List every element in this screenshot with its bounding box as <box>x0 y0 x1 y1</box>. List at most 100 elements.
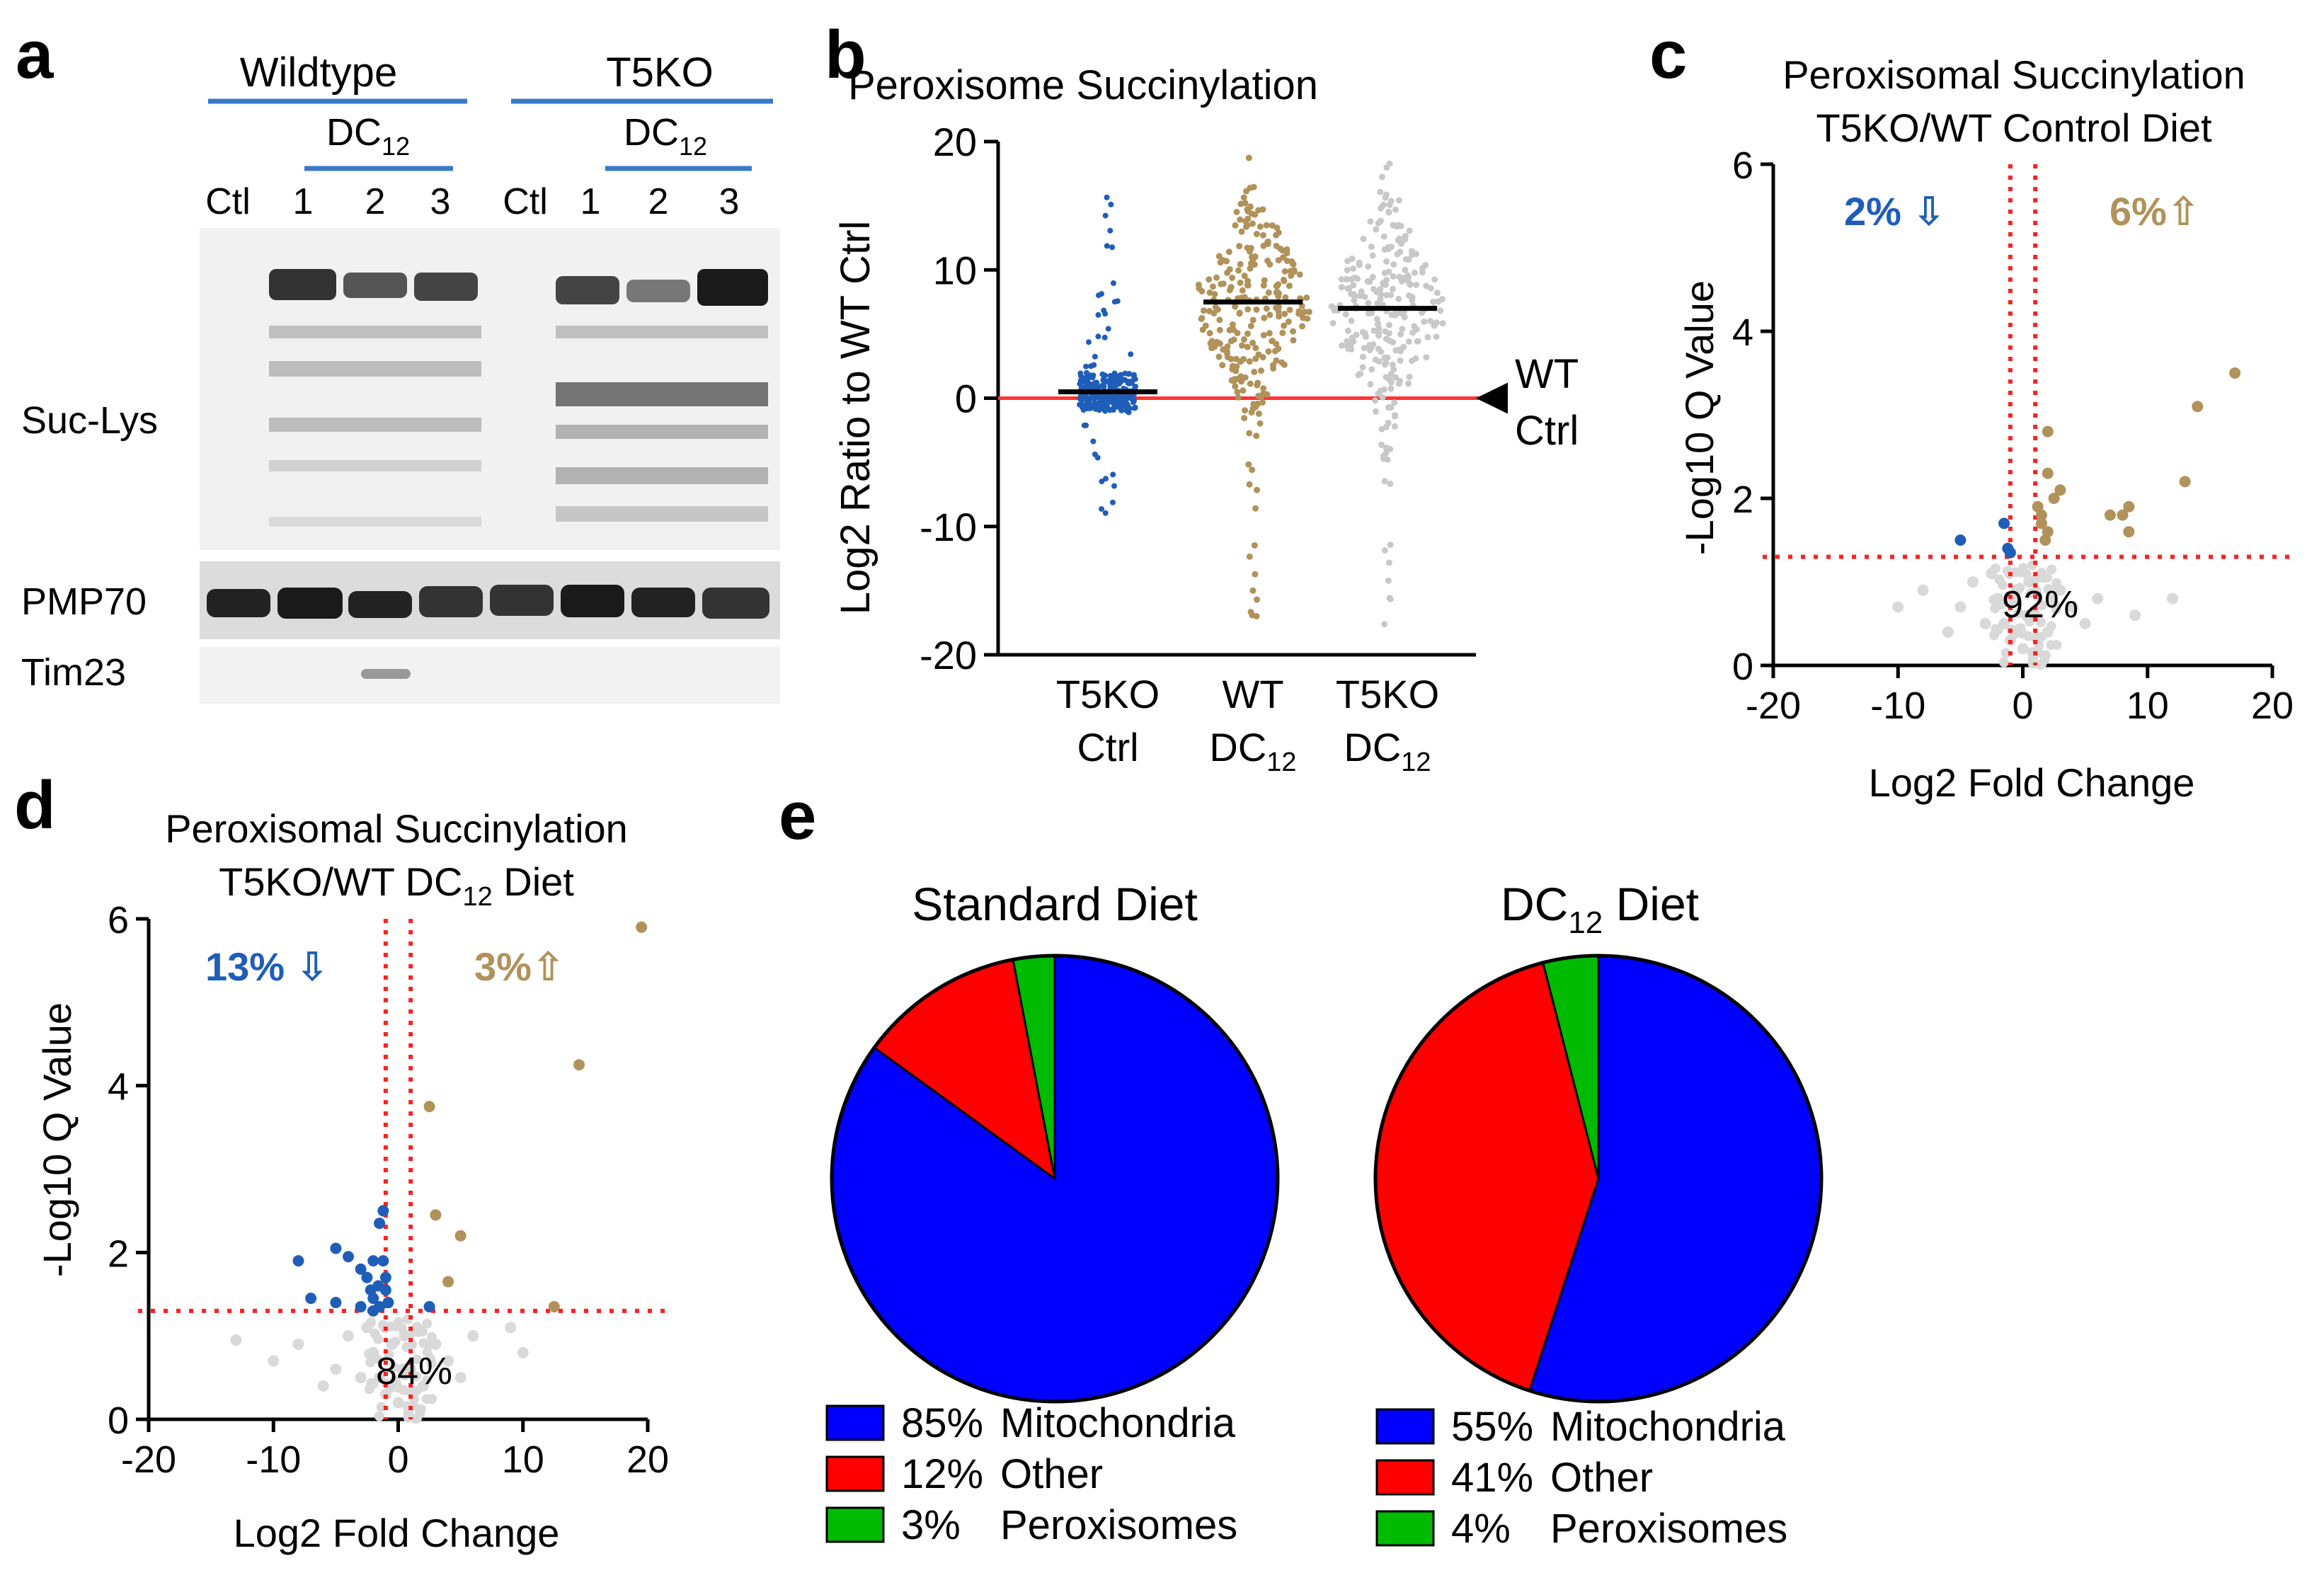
data-point <box>1107 227 1114 234</box>
volcano-xtick-label: -20 <box>121 1438 176 1481</box>
data-point <box>1251 368 1258 375</box>
volcano-xtick-label: 0 <box>387 1438 408 1481</box>
volcano-ytick-label: 4 <box>1732 311 1753 354</box>
data-point <box>1387 480 1394 487</box>
treatment-label-wt: DC12 <box>326 111 410 161</box>
ns-point <box>416 1404 426 1414</box>
data-point <box>1200 307 1207 314</box>
data-point <box>1339 342 1346 349</box>
data-point <box>1260 282 1267 289</box>
ns-point <box>343 1330 354 1342</box>
data-point <box>1124 401 1130 407</box>
panel-letter-d: d <box>14 767 56 843</box>
data-point <box>1247 609 1254 616</box>
ns-point <box>399 1385 409 1395</box>
ns-point <box>1991 563 2001 573</box>
legend-label: Peroxisomes <box>1000 1502 1237 1548</box>
data-point <box>1234 389 1241 396</box>
data-point <box>1385 577 1392 584</box>
data-point <box>1373 289 1380 296</box>
volcano-ytick-label: 0 <box>108 1399 129 1442</box>
data-point <box>1249 339 1257 346</box>
ns-point <box>2167 592 2178 605</box>
down-point <box>355 1300 367 1312</box>
data-point <box>1216 316 1223 324</box>
ns-point <box>1998 580 2008 590</box>
data-point <box>1365 263 1372 270</box>
data-point <box>1380 386 1387 393</box>
data-point <box>1212 304 1219 311</box>
data-point <box>1092 380 1098 387</box>
data-point <box>1206 289 1213 296</box>
data-point <box>1266 330 1273 337</box>
panel-letter-e: e <box>779 778 816 854</box>
data-point <box>1377 295 1384 302</box>
data-point <box>1387 371 1395 378</box>
data-point <box>1344 285 1351 292</box>
ns-point <box>1967 576 1979 588</box>
data-point <box>1095 311 1101 318</box>
lane-label: 1 <box>293 181 314 222</box>
data-point <box>1210 310 1218 317</box>
data-point <box>1396 346 1403 353</box>
data-point <box>1247 203 1254 210</box>
data-point <box>1100 376 1106 382</box>
data-point <box>1246 358 1253 365</box>
data-point <box>1286 282 1293 290</box>
data-point <box>1329 319 1336 326</box>
data-point <box>1101 334 1108 340</box>
down-point <box>423 1300 435 1312</box>
data-point <box>1273 231 1280 239</box>
data-point <box>1391 413 1398 420</box>
data-point <box>1241 273 1248 280</box>
data-point <box>1105 326 1111 332</box>
data-point <box>1390 261 1397 268</box>
up-point <box>2229 367 2241 379</box>
data-point <box>1380 201 1387 208</box>
data-point <box>1092 353 1098 360</box>
up-point <box>2035 517 2047 529</box>
down-point <box>355 1263 367 1275</box>
panel-b: b Peroxisome Succinylation Log2 Ratio to… <box>825 17 1579 777</box>
data-point <box>1252 211 1259 218</box>
data-point <box>1217 259 1224 266</box>
data-point <box>1098 505 1104 512</box>
ns-point <box>2000 648 2011 658</box>
data-point <box>1233 363 1240 370</box>
ns-point <box>400 1370 411 1381</box>
data-point <box>1249 316 1257 324</box>
data-point <box>1077 377 1084 384</box>
data-point <box>1270 362 1277 369</box>
pie-1-title: Standard Diet <box>912 878 1198 930</box>
data-point <box>1413 281 1420 288</box>
data-point <box>1381 478 1388 485</box>
data-point <box>1433 333 1440 340</box>
ns-point <box>2046 621 2056 631</box>
data-point <box>1275 308 1282 315</box>
ns-point <box>1988 595 1999 605</box>
legend-percent: 85% <box>901 1400 983 1446</box>
panel-c: c Peroxisomal Succinylation T5KO/WT Cont… <box>1649 17 2294 805</box>
data-point <box>1111 483 1118 489</box>
data-point <box>1253 613 1260 620</box>
data-point <box>1397 377 1404 384</box>
data-point <box>1392 374 1399 381</box>
chart-b-ytick-label: 20 <box>933 120 977 164</box>
data-point <box>1265 348 1272 355</box>
chart-d-xlabel: Log2 Fold Change <box>234 1511 560 1555</box>
data-point <box>1099 479 1105 485</box>
data-point <box>1282 294 1289 301</box>
data-point <box>1424 333 1431 340</box>
ns-point <box>2032 585 2042 596</box>
chart-c-title-1: Peroxisomal Succinylation <box>1782 52 2245 97</box>
data-point <box>1359 353 1366 360</box>
data-point <box>1381 354 1388 361</box>
data-point <box>1085 396 1092 403</box>
data-point <box>1389 361 1396 368</box>
data-point <box>1382 328 1389 335</box>
ns-point <box>317 1380 329 1392</box>
data-point <box>1338 276 1345 283</box>
data-point <box>1261 314 1268 321</box>
data-point <box>1235 394 1242 401</box>
data-point <box>1419 309 1426 316</box>
